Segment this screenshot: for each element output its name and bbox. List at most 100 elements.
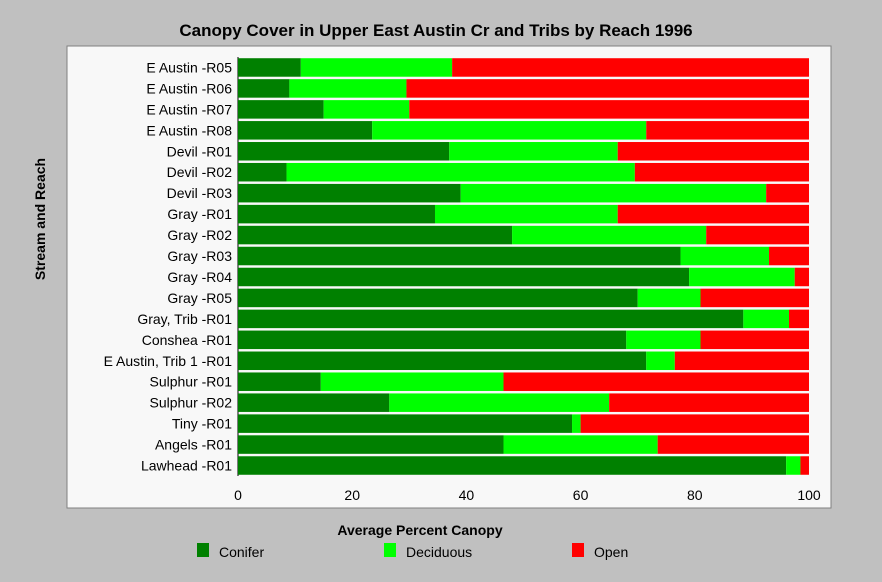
bar-conifer-9 [238, 246, 681, 266]
bars-group [237, 57, 810, 476]
category-label: Devil -R03 [167, 185, 233, 201]
legend-label-open: Open [594, 544, 628, 560]
x-tick-label: 0 [234, 487, 242, 503]
bar-deciduous-3 [372, 121, 647, 140]
bar-open-5 [634, 162, 810, 182]
bar-conifer-17 [238, 414, 573, 433]
x-tick-label: 40 [459, 487, 475, 503]
bar-open-4 [617, 142, 810, 161]
category-label: E Austin, Trib 1 -R01 [104, 353, 233, 369]
bar-deciduous-0 [300, 58, 453, 77]
bar-deciduous-15 [320, 372, 504, 391]
y-axis-title: Stream and Reach [32, 158, 48, 280]
category-label: Gray -R03 [167, 248, 232, 264]
legend-swatch-open [572, 543, 584, 557]
category-label: Gray, Trib -R01 [137, 311, 232, 327]
bar-deciduous-11 [637, 288, 701, 308]
bar-open-11 [700, 288, 809, 308]
bar-open-19 [800, 456, 809, 475]
bar-conifer-7 [238, 204, 435, 224]
bar-deciduous-5 [286, 162, 635, 182]
bar-deciduous-4 [449, 142, 618, 161]
bar-conifer-15 [238, 372, 321, 391]
bar-deciduous-1 [289, 79, 407, 98]
bar-open-17 [580, 414, 809, 433]
bar-conifer-11 [238, 288, 638, 308]
category-label: E Austin -R08 [146, 122, 232, 138]
bar-deciduous-17 [572, 414, 581, 433]
bar-deciduous-13 [626, 330, 701, 350]
category-label: E Austin -R06 [146, 80, 232, 96]
bar-deciduous-9 [680, 246, 770, 266]
bar-open-9 [769, 246, 809, 266]
bar-conifer-2 [238, 100, 324, 119]
bar-open-2 [409, 100, 809, 119]
x-tick-label: 60 [573, 487, 589, 503]
legend-swatch-deciduous [384, 543, 396, 557]
bar-deciduous-10 [689, 267, 795, 287]
bar-open-0 [452, 58, 810, 77]
x-tick-label: 20 [344, 487, 360, 503]
bar-deciduous-2 [323, 100, 410, 119]
x-tick-label: 100 [797, 487, 821, 503]
x-tick-label: 80 [687, 487, 703, 503]
category-label: Sulphur -R02 [150, 395, 233, 411]
bar-open-10 [794, 267, 810, 287]
bar-conifer-8 [238, 225, 513, 245]
bar-conifer-12 [238, 309, 744, 329]
category-label: Devil -R02 [167, 164, 233, 180]
bar-open-7 [617, 204, 810, 224]
bar-conifer-14 [238, 351, 647, 371]
bar-conifer-5 [238, 162, 287, 182]
bar-conifer-6 [238, 183, 461, 203]
category-label: E Austin -R05 [146, 59, 232, 75]
category-label: Gray -R01 [167, 206, 232, 222]
bar-deciduous-7 [435, 204, 618, 224]
bar-conifer-13 [238, 330, 627, 350]
chart-title: Canopy Cover in Upper East Austin Cr and… [179, 21, 692, 40]
bar-open-1 [406, 79, 809, 98]
category-label: E Austin -R07 [146, 101, 232, 117]
bar-deciduous-6 [460, 183, 767, 203]
bar-open-16 [609, 393, 809, 412]
category-label: Sulphur -R01 [150, 374, 233, 390]
bar-open-15 [503, 372, 809, 391]
bar-open-3 [646, 121, 809, 140]
bar-deciduous-8 [512, 225, 707, 245]
bar-deciduous-14 [646, 351, 675, 371]
x-tick-labels: 0 20 40 60 80 100 [234, 487, 821, 503]
bar-open-18 [657, 435, 809, 454]
bar-deciduous-12 [743, 309, 790, 329]
bar-open-8 [706, 225, 809, 245]
category-label: Devil -R01 [167, 143, 233, 159]
category-label: Lawhead -R01 [141, 458, 232, 474]
bar-conifer-1 [238, 79, 290, 98]
x-axis-title: Average Percent Canopy [337, 522, 502, 538]
category-labels: E Austin -R05 E Austin -R06 E Austin -R07 E… [104, 59, 233, 473]
category-label: Gray -R04 [167, 269, 232, 285]
bar-deciduous-19 [786, 456, 801, 475]
bar-open-13 [700, 330, 809, 350]
bar-conifer-0 [238, 58, 301, 77]
bar-conifer-3 [238, 121, 373, 140]
category-label: Tiny -R01 [172, 416, 232, 432]
bar-conifer-18 [238, 435, 504, 454]
category-label: Gray -R02 [167, 227, 232, 243]
bar-open-12 [789, 309, 809, 329]
bar-open-14 [674, 351, 810, 371]
bar-conifer-16 [238, 393, 390, 412]
category-label: Angels -R01 [155, 437, 232, 453]
bar-conifer-19 [238, 456, 787, 475]
category-label: Conshea -R01 [142, 332, 232, 348]
legend-label-conifer: Conifer [219, 544, 264, 560]
legend-swatch-conifer [197, 543, 209, 557]
legend-label-deciduous: Deciduous [406, 544, 472, 560]
bar-conifer-10 [238, 267, 690, 287]
category-label: Gray -R05 [167, 290, 232, 306]
bar-deciduous-16 [389, 393, 610, 412]
bar-deciduous-18 [503, 435, 658, 454]
bar-conifer-4 [238, 142, 450, 161]
legend: Conifer Deciduous Open [197, 543, 628, 560]
